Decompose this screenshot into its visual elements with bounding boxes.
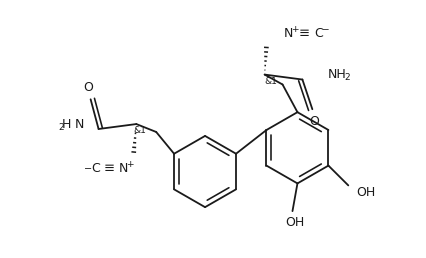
- Text: O: O: [309, 115, 319, 128]
- Text: C: C: [91, 162, 100, 175]
- Text: N: N: [118, 162, 128, 175]
- Text: ≡: ≡: [298, 27, 309, 39]
- Text: &1: &1: [134, 126, 147, 135]
- Text: N: N: [75, 118, 84, 131]
- Text: OH: OH: [284, 216, 303, 229]
- Text: C: C: [313, 27, 322, 39]
- Text: −: −: [83, 164, 92, 174]
- Text: N: N: [283, 27, 293, 39]
- Text: H: H: [61, 118, 71, 131]
- Text: &1: &1: [264, 77, 276, 86]
- Text: −: −: [320, 25, 327, 34]
- Text: +: +: [290, 25, 297, 34]
- Text: O: O: [83, 81, 93, 94]
- Text: 2: 2: [343, 73, 349, 82]
- Text: 2: 2: [58, 123, 63, 132]
- Text: OH: OH: [355, 186, 374, 199]
- Text: NH: NH: [328, 68, 346, 81]
- Text: +: +: [125, 160, 133, 169]
- Text: ≡: ≡: [104, 162, 115, 175]
